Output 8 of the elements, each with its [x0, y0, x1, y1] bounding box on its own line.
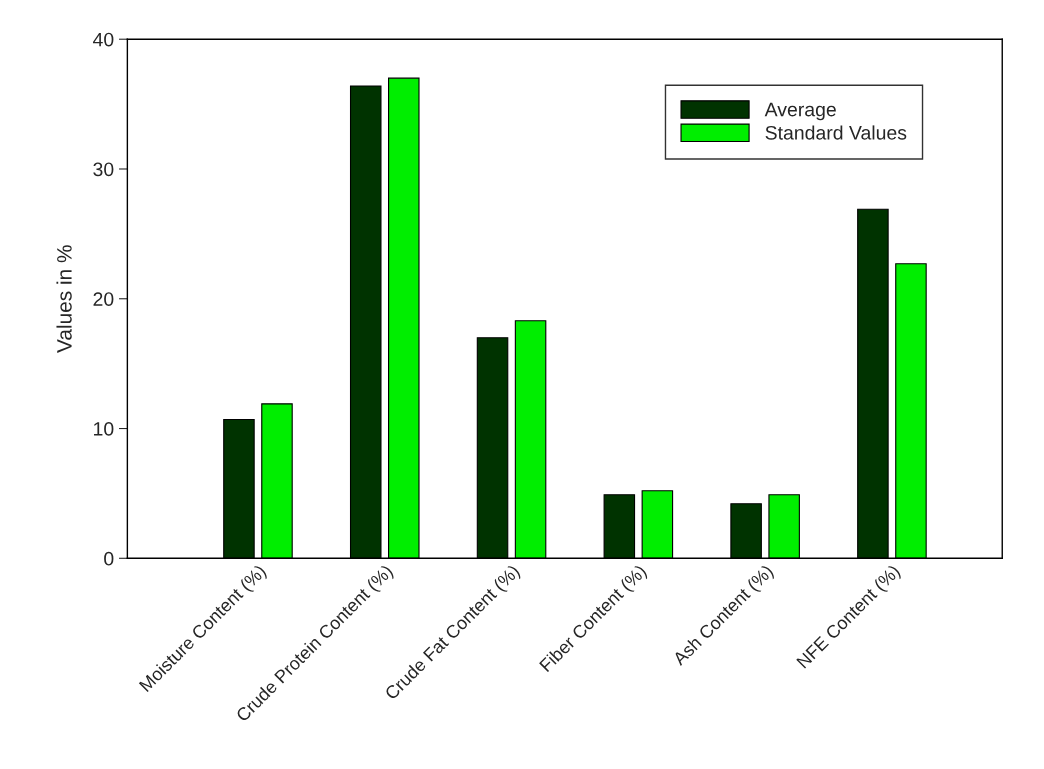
y-tick-label: 20: [93, 292, 114, 306]
legend-label: Standard Values: [765, 125, 907, 140]
y-tick-label: 0: [104, 551, 114, 566]
y-tick-label: 10: [94, 421, 114, 436]
y-tick-label: 40: [92, 32, 114, 47]
y-tick-label: 30: [93, 162, 114, 177]
legend-label: Average: [764, 102, 836, 121]
y-axis-title: Values in %: [56, 245, 72, 353]
